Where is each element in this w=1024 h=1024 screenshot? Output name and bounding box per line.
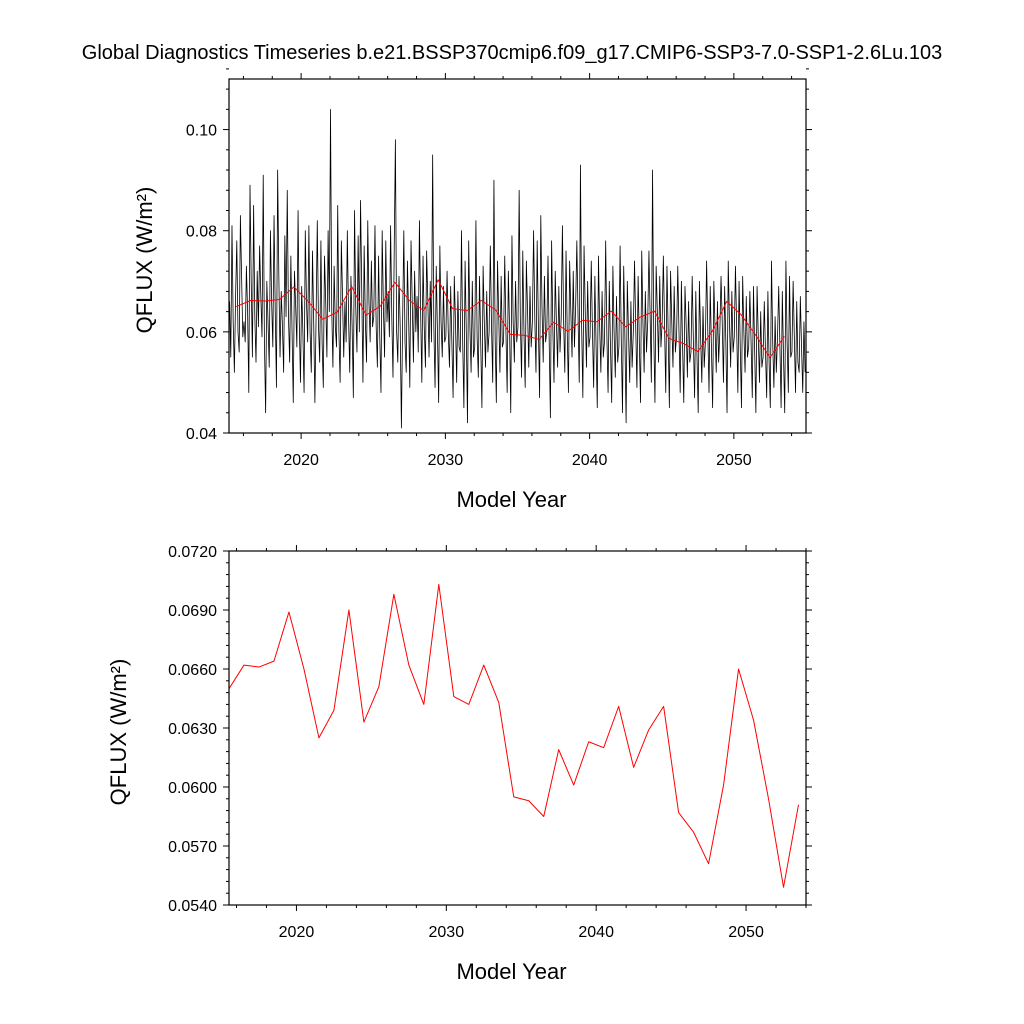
y-tick-label: 0.10 (186, 123, 217, 140)
series-group (229, 108, 806, 429)
y-tick-label: 0.0690 (168, 603, 217, 620)
series-line-0 (229, 108, 806, 429)
plot-frame (228, 550, 807, 906)
y-tick-label: 0.0630 (168, 721, 217, 738)
x-tick-label: 2050 (716, 452, 752, 469)
y-tick-label: 0.06 (186, 325, 217, 342)
y-axis-title: QFLUX (W/m²) (106, 659, 131, 806)
y-tick-label: 0.0600 (168, 780, 217, 797)
x-tick-label: 2030 (428, 452, 464, 469)
x-tick-label: 2020 (283, 452, 319, 469)
x-axis-title: Model Year (456, 959, 566, 984)
y-tick-label: 0.08 (186, 224, 217, 241)
series-group (229, 583, 800, 888)
y-tick-label: 0.04 (186, 426, 217, 443)
y-tick-label: 0.0540 (168, 898, 217, 915)
plot-frame (228, 78, 807, 434)
series-line-1 (236, 279, 785, 359)
y-tick-label: 0.0720 (168, 544, 217, 561)
y-tick-label: 0.0570 (168, 839, 217, 856)
top-panel: 2020 2030 2040 2050 0.04 0.06 0.08 0.10 Model Ye… (132, 68, 812, 512)
bottom-panel: 2020 2030 2040 2050 0.0540 0.0570 0.0600 0.0630… (106, 544, 812, 984)
x-tick-label: 2040 (572, 452, 608, 469)
x-tick-label: 2020 (279, 924, 315, 941)
series-line-0 (229, 583, 800, 888)
x-tick-label: 2050 (728, 924, 764, 941)
y-axis-title: QFLUX (W/m²) (132, 187, 157, 334)
x-tick-label: 2030 (429, 924, 465, 941)
x-tick-label: 2040 (578, 924, 614, 941)
chart-title: Global Diagnostics Timeseries b.e21.BSSP… (81, 42, 943, 64)
y-tick-label: 0.0660 (168, 662, 217, 679)
x-axis-title: Model Year (456, 487, 566, 512)
